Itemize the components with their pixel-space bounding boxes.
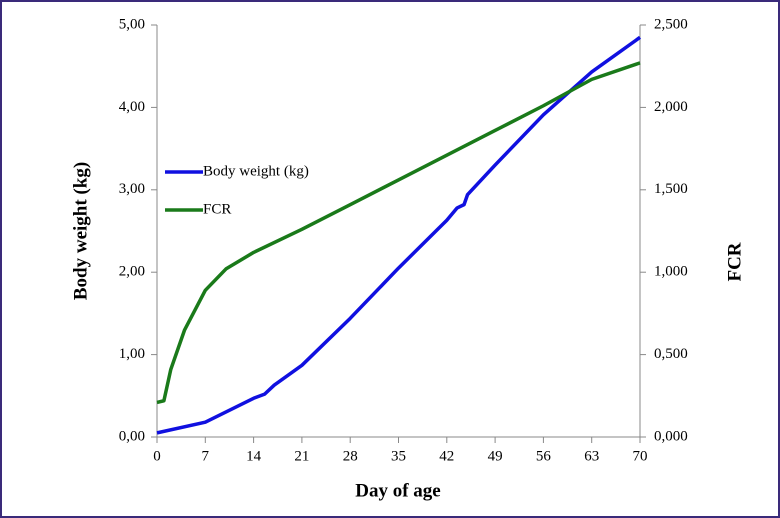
- y2-tick-label: 0,500: [654, 346, 688, 362]
- y-tick-label: 1,00: [119, 346, 145, 362]
- y-tick-label: 5,00: [119, 16, 145, 32]
- x-tick-label: 49: [488, 448, 503, 464]
- y2-tick-label: 1,500: [654, 181, 688, 197]
- y2-tick-label: 2,000: [654, 99, 688, 115]
- y2-tick-label: 2,500: [654, 16, 688, 32]
- y-tick-label: 2,00: [119, 264, 145, 280]
- x-tick-label: 56: [536, 448, 552, 464]
- x-tick-label: 21: [294, 448, 309, 464]
- line: [156, 61, 641, 405]
- x-tick-label: 28: [343, 448, 358, 464]
- x-tick-label: 14: [246, 448, 262, 464]
- x-tick-label: 7: [202, 448, 210, 464]
- legend-label: Body weight (kg): [203, 163, 309, 179]
- y2-tick-label: 0,000: [654, 428, 688, 444]
- y-tick-label: 0,00: [119, 428, 145, 444]
- x-tick-label: 70: [633, 448, 648, 464]
- y-axis-title: Body weight (kg): [70, 162, 91, 300]
- line: [156, 35, 642, 435]
- x-tick-label: 63: [584, 448, 599, 464]
- x-tick-label: 42: [439, 448, 454, 464]
- y-tick-label: 3,00: [119, 181, 145, 197]
- x-axis-title: Day of age: [355, 480, 440, 501]
- legend-label: FCR: [203, 201, 231, 217]
- y2-axis-title: FCR: [724, 242, 745, 281]
- y-tick-label: 4,00: [119, 99, 145, 115]
- x-tick-label: 35: [391, 448, 406, 464]
- y2-tick-label: 1,000: [654, 264, 688, 280]
- x-tick-label: 0: [153, 448, 161, 464]
